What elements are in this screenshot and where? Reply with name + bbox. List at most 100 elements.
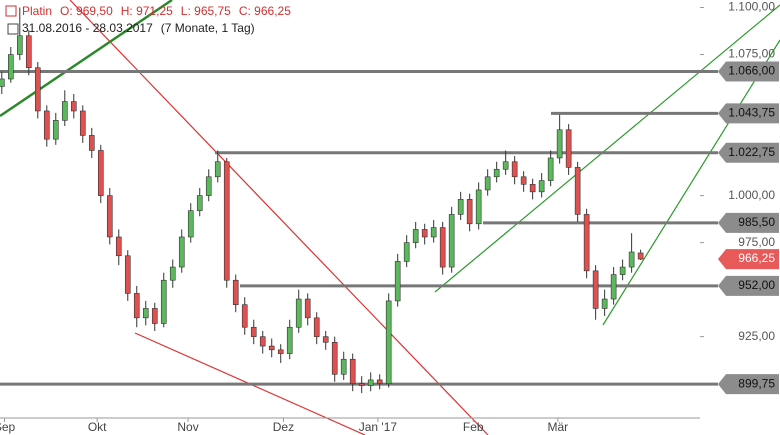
x-tick-label: Okt <box>88 420 107 434</box>
span: (7 Monate, 1 Tag) <box>161 21 255 35</box>
candle-body <box>295 298 302 328</box>
candle-body <box>268 345 275 351</box>
candle-body <box>457 199 464 215</box>
level-label: 1.022,75 <box>728 145 775 159</box>
level-label: 1.066,00 <box>728 64 775 78</box>
candle-body <box>421 229 428 238</box>
candle-body <box>331 341 338 375</box>
candle-body <box>178 236 185 268</box>
x-tick-label: Feb <box>463 420 484 434</box>
y-tick-label: 925,00 <box>738 329 775 343</box>
candle-body <box>376 379 383 384</box>
candle-body <box>70 101 77 112</box>
candle-body <box>196 195 203 211</box>
candle-body <box>88 135 95 151</box>
candle-body <box>277 349 284 354</box>
candle-body <box>349 358 356 384</box>
last-price-label: 966,25 <box>738 251 775 265</box>
candle-body <box>160 279 167 324</box>
candle-body <box>520 176 527 185</box>
header-title: Platin O: 969,50 H: 971,25 L: 965,75 C: 966,… <box>22 4 291 18</box>
candle-body <box>358 383 365 386</box>
high: H: 971,25 <box>121 4 173 18</box>
y-tick-label: 1.075,00 <box>728 47 775 61</box>
x-tick-label: Jan '17 <box>359 420 398 434</box>
candle-body <box>367 379 374 386</box>
candle-body <box>412 229 419 243</box>
level-label: 985,50 <box>738 215 775 229</box>
candle-body <box>637 252 644 260</box>
low: L: 965,75 <box>181 4 231 18</box>
candle-body <box>466 199 473 225</box>
candle-body <box>7 54 14 80</box>
candle-body <box>169 266 176 281</box>
candle-body <box>394 261 401 302</box>
candle-body <box>511 161 518 178</box>
level-box <box>718 275 779 296</box>
calendar-icon <box>7 23 19 35</box>
candle-body <box>403 242 410 262</box>
x-tick-label: Dez <box>273 420 294 434</box>
header-range: 31.08.2016 - 28.03.2017 (7 Monate, 1 Tag) <box>22 21 255 35</box>
close: C: 966,25 <box>239 4 291 18</box>
candle-body <box>340 358 347 375</box>
x-tick-label: Sep <box>0 420 15 434</box>
candle-body <box>106 195 113 238</box>
level-box <box>718 103 779 124</box>
trend-line <box>434 4 780 293</box>
instrument: Platin <box>22 4 52 18</box>
candle-body <box>322 336 329 343</box>
candle-body <box>475 189 482 225</box>
candle-body <box>214 161 221 178</box>
level-label: 952,00 <box>738 278 775 292</box>
level-box <box>718 142 779 163</box>
candle-body <box>286 326 293 354</box>
candle-body <box>205 176 212 196</box>
open: O: 969,50 <box>60 4 113 18</box>
level-box <box>718 212 779 233</box>
candle-body <box>250 326 257 337</box>
candle-body <box>61 101 68 121</box>
range: 31.08.2016 - 28.03.2017 <box>22 21 153 35</box>
candle-body <box>43 110 50 140</box>
candle-body <box>385 300 392 384</box>
candle-body <box>619 266 626 275</box>
candle-body <box>547 157 554 181</box>
candle-body <box>97 150 104 196</box>
y-tick-label: 1.100,00 <box>728 0 775 14</box>
icon <box>5 5 17 17</box>
candle-body <box>304 298 311 319</box>
candle-body <box>592 270 599 309</box>
candle-body <box>0 78 5 87</box>
y-tick-label: 975,00 <box>738 235 775 249</box>
x-tick-label: Nov <box>177 420 198 434</box>
candle-body <box>601 298 608 309</box>
candle-body <box>133 293 140 319</box>
candle-body <box>34 67 41 112</box>
candle-body <box>187 210 194 238</box>
level-label: 1.043,75 <box>728 105 775 119</box>
candle-body <box>484 176 491 191</box>
level-box <box>718 374 779 395</box>
level-box <box>718 61 779 82</box>
last-price-box <box>718 249 779 270</box>
trend-line <box>602 39 780 326</box>
candle-body <box>493 168 500 178</box>
candle-body <box>502 161 509 170</box>
candle-body <box>610 274 617 300</box>
candle-body <box>259 336 266 347</box>
candle-body <box>538 180 545 193</box>
x-tick-label: Mär <box>548 420 569 434</box>
level-label: 899,75 <box>738 376 775 390</box>
candle-body <box>25 35 32 69</box>
candle-body <box>439 227 446 268</box>
candle-body <box>142 308 149 319</box>
candle-body <box>448 214 455 268</box>
trend-line <box>69 0 489 435</box>
candle-body <box>529 184 536 193</box>
candle-body <box>241 304 248 328</box>
